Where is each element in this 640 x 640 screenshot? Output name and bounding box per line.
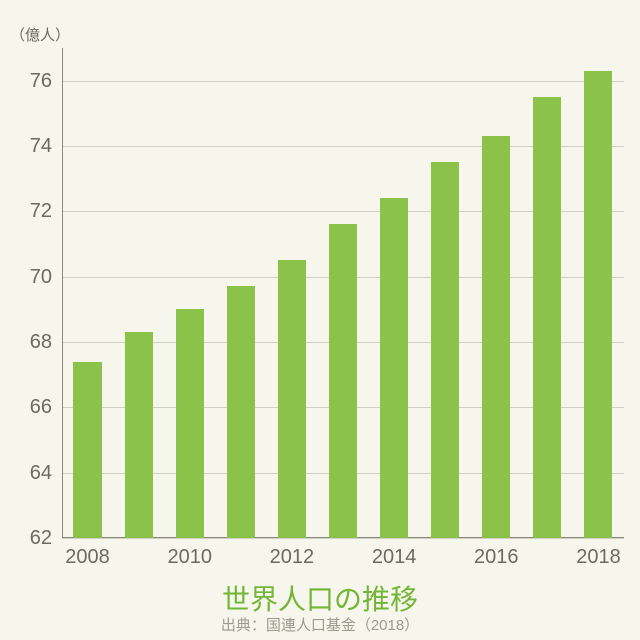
y-tick-label: 74 xyxy=(16,135,52,158)
bar xyxy=(329,224,357,538)
bar xyxy=(533,97,561,538)
x-tick-label: 2010 xyxy=(160,546,220,569)
chart-title: 世界人口の推移 xyxy=(0,578,640,618)
x-tick-label: 2016 xyxy=(466,546,526,569)
bar xyxy=(125,332,153,538)
bar xyxy=(227,286,255,538)
y-tick-label: 64 xyxy=(16,462,52,485)
y-tick-label: 62 xyxy=(16,527,52,550)
bar xyxy=(584,71,612,538)
bar xyxy=(73,362,101,538)
y-tick-label: 76 xyxy=(16,70,52,93)
bar xyxy=(176,309,204,538)
x-tick-label: 2012 xyxy=(262,546,322,569)
y-axis-line xyxy=(62,48,63,538)
y-tick-label: 66 xyxy=(16,396,52,419)
chart-source: 出典：国連人口基金（2018） xyxy=(0,614,640,635)
y-axis-unit-label: （億人） xyxy=(10,24,70,45)
bar xyxy=(278,260,306,538)
y-tick-label: 72 xyxy=(16,200,52,223)
x-tick-label: 2018 xyxy=(568,546,628,569)
bar xyxy=(380,198,408,538)
bar xyxy=(431,162,459,538)
gridline xyxy=(62,81,624,82)
bar xyxy=(482,136,510,538)
plot-area xyxy=(62,48,624,538)
y-tick-label: 70 xyxy=(16,266,52,289)
y-tick-label: 68 xyxy=(16,331,52,354)
x-tick-label: 2014 xyxy=(364,546,424,569)
gridline xyxy=(62,538,624,539)
x-tick-label: 2008 xyxy=(58,546,118,569)
